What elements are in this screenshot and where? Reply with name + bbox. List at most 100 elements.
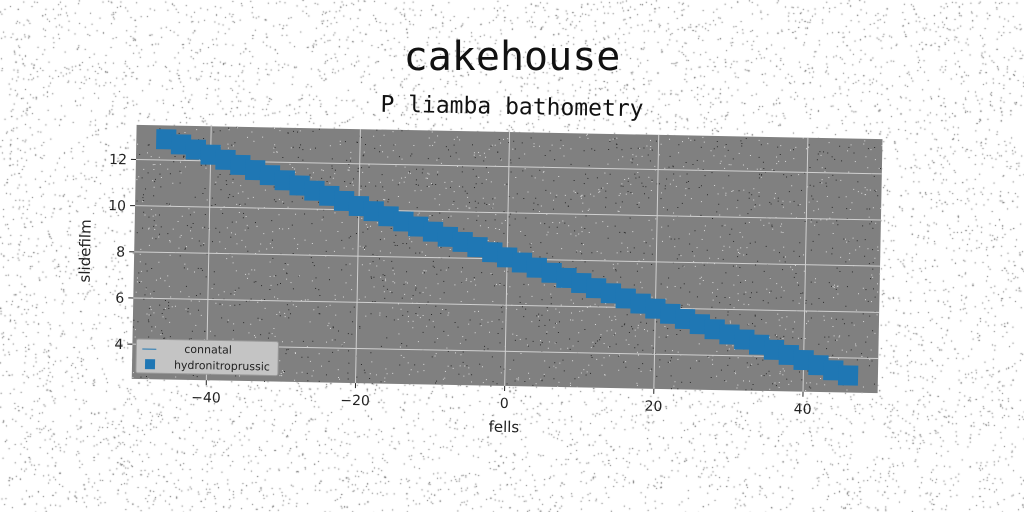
noise-dot: [220, 189, 222, 191]
noise-dot: [618, 354, 620, 356]
noise-dot: [311, 375, 313, 377]
noise-dot: [827, 341, 829, 343]
noise-dot: [722, 187, 724, 189]
noise-dot: [527, 284, 529, 286]
noise-dot: [861, 355, 863, 357]
noise-dot: [297, 156, 299, 158]
noise-dot: [788, 383, 790, 385]
noise-dot: [570, 319, 572, 321]
noise-dot: [609, 346, 611, 348]
noise-dot: [862, 386, 864, 388]
noise-dot: [693, 261, 695, 263]
noise-dot: [743, 254, 745, 256]
noise-dot: [701, 238, 703, 240]
noise-dot: [848, 171, 850, 173]
noise-dot: [870, 301, 872, 303]
noise-dot: [736, 207, 738, 209]
noise-dot: [605, 303, 607, 305]
noise-dot: [743, 380, 745, 382]
noise-dot: [361, 136, 363, 138]
noise-dot: [575, 235, 577, 237]
noise-dot: [136, 232, 138, 234]
noise-dot: [478, 151, 480, 153]
noise-dot: [857, 181, 859, 183]
noise-dot: [809, 184, 811, 186]
noise-dot: [165, 318, 167, 320]
noise-dot: [182, 156, 185, 158]
noise-dot: [485, 156, 487, 158]
noise-dot: [857, 191, 859, 193]
noise-dot: [380, 381, 382, 383]
noise-dot: [260, 334, 262, 336]
noise-dot: [388, 198, 390, 200]
noise-dot: [737, 249, 739, 251]
noise-dot: [201, 269, 203, 271]
noise-dot: [810, 281, 812, 283]
noise-dot: [729, 233, 731, 235]
noise-dot: [714, 184, 716, 186]
noise-dot: [707, 355, 709, 357]
noise-dot: [295, 213, 297, 215]
noise-dot: [144, 214, 146, 216]
noise-dot: [326, 181, 328, 183]
noise-dot: [718, 203, 720, 205]
noise-dot: [136, 277, 138, 279]
noise-dot: [375, 185, 377, 187]
noise-dot: [716, 295, 718, 297]
noise-dot: [570, 233, 572, 235]
noise-dot: [281, 370, 283, 372]
noise-dot: [168, 305, 170, 307]
noise-dot: [391, 260, 393, 262]
noise-dot: [458, 373, 460, 375]
noise-dot: [729, 357, 731, 359]
noise-dot: [503, 284, 505, 286]
noise-dot: [189, 230, 192, 232]
noise-dot: [427, 158, 429, 160]
noise-dot: [605, 197, 607, 199]
noise-dot: [638, 206, 640, 208]
noise-dot: [422, 291, 424, 293]
noise-dot: [435, 305, 437, 307]
noise-dot: [677, 358, 679, 360]
noise-dot: [385, 316, 387, 318]
noise-dot: [299, 147, 301, 149]
noise-dot: [542, 179, 544, 181]
noise-dot: [872, 249, 874, 251]
noise-dot: [192, 374, 194, 377]
noise-dot: [177, 220, 179, 222]
noise-dot: [689, 291, 691, 293]
noise-dot: [524, 168, 526, 170]
noise-dot: [369, 373, 371, 375]
noise-dot: [792, 149, 794, 151]
noise-dot: [673, 212, 675, 214]
noise-dot: [661, 226, 663, 228]
noise-dot: [660, 143, 662, 145]
noise-dot: [607, 163, 609, 165]
noise-dot: [232, 329, 235, 331]
noise-dot: [835, 288, 837, 290]
noise-dot: [364, 296, 366, 298]
noise-dot: [386, 288, 388, 290]
noise-dot: [370, 313, 372, 315]
noise-dot: [748, 197, 750, 199]
noise-dot: [668, 277, 670, 279]
noise-dot: [651, 368, 653, 370]
noise-dot: [729, 320, 731, 322]
noise-dot: [724, 296, 726, 299]
noise-dot: [546, 307, 548, 309]
noise-dot: [393, 144, 395, 146]
noise-dot: [476, 219, 478, 221]
noise-dot: [531, 175, 533, 177]
noise-dot: [372, 301, 374, 303]
noise-dot: [667, 328, 669, 330]
noise-dot: [660, 283, 662, 285]
noise-dot: [869, 223, 871, 225]
noise-dot: [485, 379, 487, 381]
noise-dot: [408, 172, 410, 174]
noise-dot: [480, 325, 482, 327]
noise-dot: [811, 195, 813, 197]
noise-dot: [384, 377, 386, 379]
noise-dot: [627, 247, 629, 249]
noise-dot: [153, 186, 155, 188]
noise-dot: [315, 287, 317, 289]
